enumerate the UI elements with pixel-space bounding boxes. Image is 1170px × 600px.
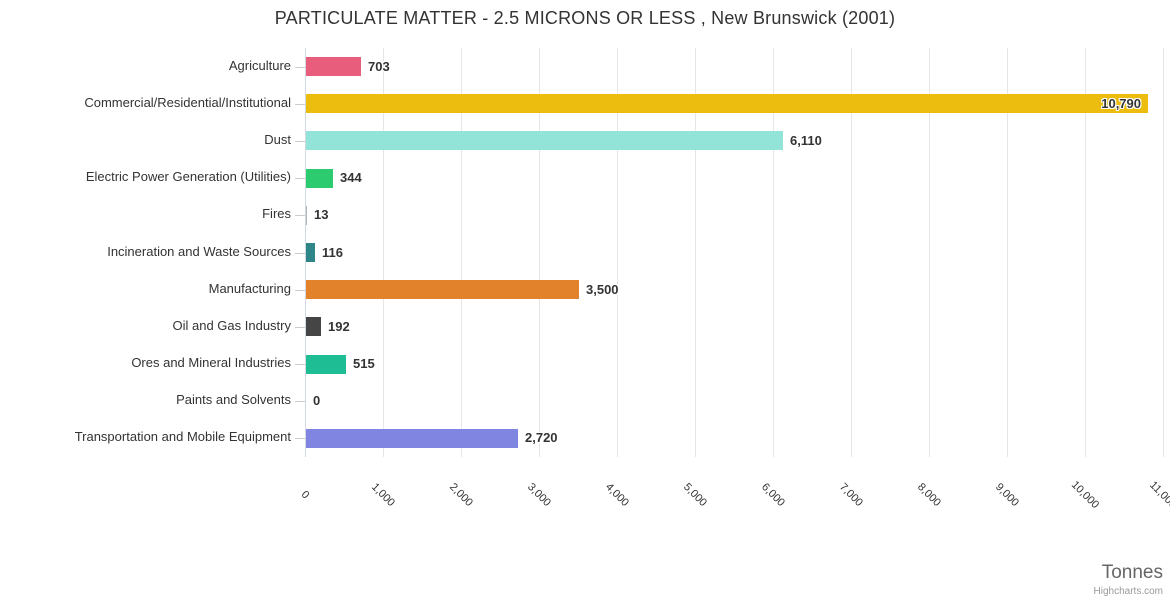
category-label[interactable]: Paints and Solvents — [176, 392, 291, 407]
category-tick — [295, 327, 305, 328]
x-tick-label: 3,000 — [525, 481, 553, 509]
bar[interactable] — [306, 280, 579, 299]
bar[interactable] — [306, 94, 1148, 113]
category-label[interactable]: Commercial/Residential/Institutional — [84, 95, 291, 110]
value-label: 116 — [322, 245, 343, 260]
value-label: 2,720 — [525, 430, 558, 445]
category-label[interactable]: Oil and Gas Industry — [172, 318, 292, 333]
value-label: 13 — [314, 207, 329, 222]
x-tick-label: 9,000 — [993, 481, 1021, 509]
category-tick — [295, 364, 305, 365]
category-label[interactable]: Transportation and Mobile Equipment — [74, 429, 291, 444]
value-label: 515 — [353, 356, 375, 371]
gridline — [383, 48, 384, 457]
category-label[interactable]: Dust — [264, 132, 291, 147]
category-tick — [295, 178, 305, 179]
value-label: 192 — [328, 319, 350, 334]
gridline — [1163, 48, 1164, 457]
gridline — [461, 48, 462, 457]
category-tick — [295, 290, 305, 291]
gridline — [539, 48, 540, 457]
value-label: 6,110 — [790, 133, 822, 148]
x-tick-label: 8,000 — [915, 481, 943, 509]
value-label: 10,790 — [1101, 96, 1141, 111]
bar[interactable] — [306, 317, 321, 336]
x-tick-label: 4,000 — [603, 481, 631, 509]
x-tick-label: 10,000 — [1068, 478, 1102, 512]
category-label[interactable]: Ores and Mineral Industries — [131, 355, 291, 370]
plot-area: 703 10,790 6,110 344 13 116 3,500 192 515 0 2,720 — [305, 48, 1164, 457]
gridline — [929, 48, 930, 457]
chart-title: PARTICULATE MATTER - 2.5 MICRONS OR LESS… — [274, 8, 896, 28]
gridline — [617, 48, 618, 457]
category-tick — [295, 253, 305, 254]
x-tick-label: 7,000 — [837, 481, 865, 509]
value-label: 344 — [340, 170, 362, 185]
bar[interactable] — [306, 57, 361, 76]
value-label: 0 — [313, 393, 321, 408]
x-axis-unit-label: Tonnes — [1101, 562, 1163, 583]
category-tick — [295, 141, 305, 142]
x-tick-label: 0 — [298, 488, 312, 502]
bar[interactable] — [306, 206, 307, 225]
category-tick — [295, 67, 305, 68]
x-tick-label: 11,000 — [1147, 479, 1170, 511]
bar[interactable] — [306, 169, 333, 188]
category-tick — [295, 438, 305, 439]
category-tick — [295, 215, 305, 216]
value-label: 3,500 — [586, 282, 619, 297]
category-tick — [295, 401, 305, 402]
x-tick-label: 1,000 — [369, 481, 397, 509]
gridline — [1085, 48, 1086, 457]
bar[interactable] — [306, 429, 518, 448]
axis-line — [305, 48, 306, 457]
x-tick-label: 6,000 — [759, 481, 787, 509]
x-tick-label: 5,000 — [681, 481, 709, 509]
value-label: 703 — [368, 59, 390, 74]
gridline — [851, 48, 852, 457]
gridline — [1007, 48, 1008, 457]
x-tick-label: 2,000 — [447, 481, 475, 509]
gridline — [773, 48, 774, 457]
gridline — [695, 48, 696, 457]
bar[interactable] — [306, 243, 315, 262]
category-label[interactable]: Manufacturing — [208, 281, 291, 296]
category-tick — [295, 104, 305, 105]
category-label[interactable]: Agriculture — [228, 58, 291, 73]
category-label[interactable]: Incineration and Waste Sources — [107, 244, 291, 259]
category-label[interactable]: Electric Power Generation (Utilities) — [85, 169, 291, 184]
bar[interactable] — [306, 131, 783, 150]
bar[interactable] — [306, 355, 346, 374]
highcharts-credit[interactable]: Highcharts.com — [1093, 586, 1163, 597]
category-label[interactable]: Fires — [262, 206, 291, 221]
